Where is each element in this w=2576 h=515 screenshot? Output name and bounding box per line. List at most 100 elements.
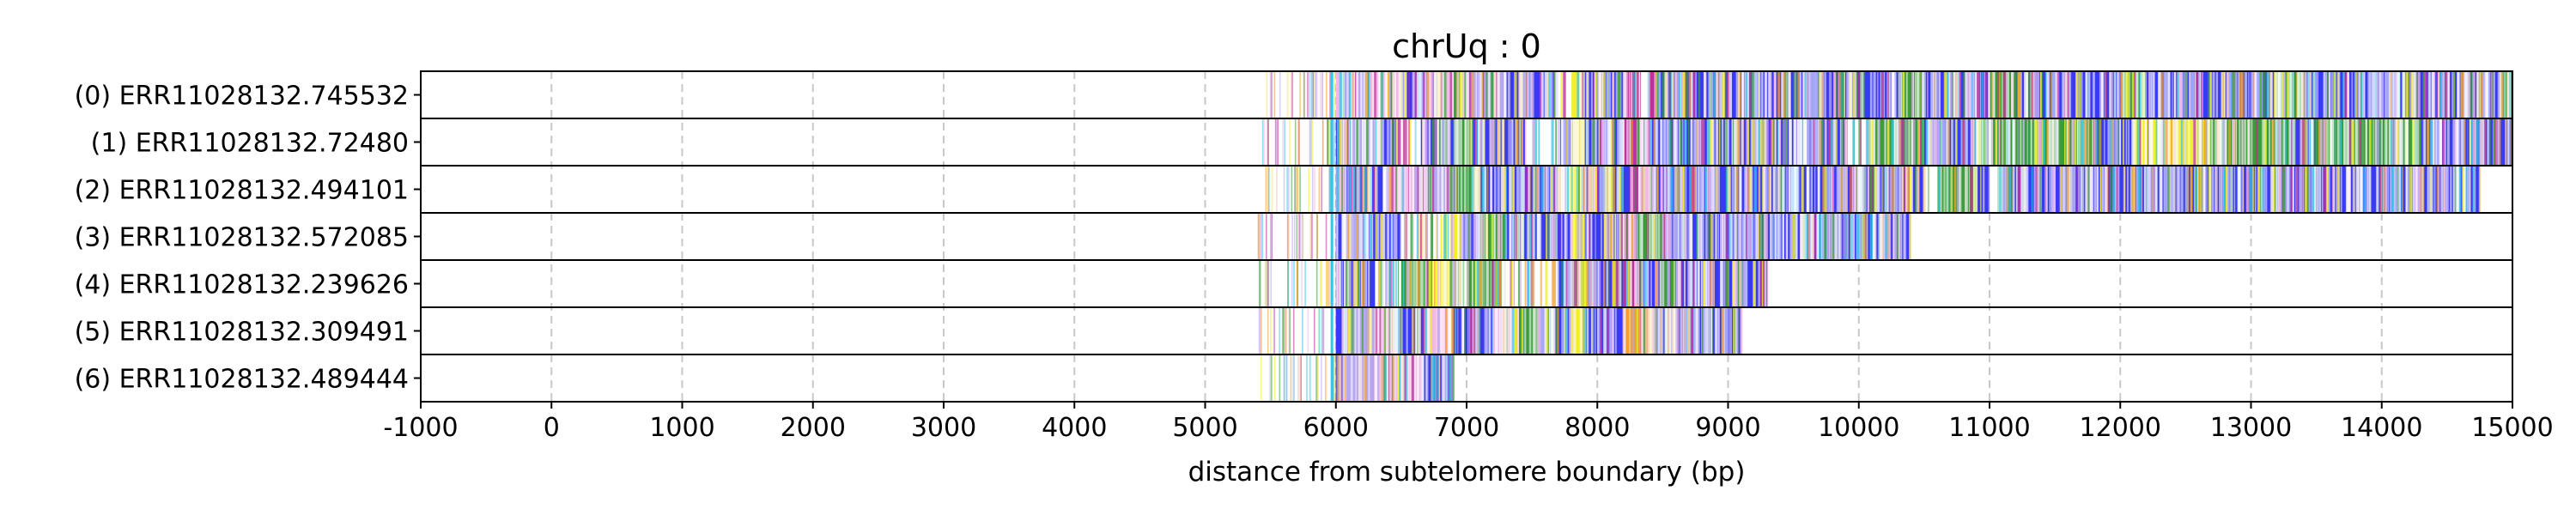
read-texture-stripe (2447, 72, 2451, 118)
read-texture-stripe (1801, 72, 1805, 118)
read-texture-stripe (2443, 167, 2445, 212)
read-texture-stripe (1346, 167, 1350, 212)
read-texture-stripe (2476, 72, 2479, 118)
read-texture-stripe (1601, 214, 1602, 259)
read-texture-stripe (2385, 167, 2387, 212)
read-texture-stripe (2440, 72, 2443, 118)
read-texture-stripe (1335, 261, 1339, 306)
read-texture-stripe (1376, 214, 1379, 259)
read-texture-stripe (2096, 167, 2099, 212)
read-texture-stripe (1437, 119, 1439, 165)
read-texture-stripe (1402, 119, 1405, 165)
read-texture-stripe (1868, 119, 1871, 165)
read-texture-stripe (1596, 308, 1599, 354)
read-texture-stripe (1551, 119, 1554, 165)
read-texture-stripe (1551, 261, 1553, 306)
read-texture-stripe (2361, 72, 2363, 118)
read-texture-stripe (1835, 119, 1838, 165)
read-texture-stripe (2041, 119, 2044, 165)
read-lead-stripe (1299, 72, 1301, 118)
read-texture-stripe (1455, 167, 1457, 212)
read-texture-stripe (1395, 261, 1397, 306)
read-texture-stripe (1377, 119, 1381, 165)
read-texture-stripe (1409, 355, 1412, 401)
read-texture-stripe (2251, 167, 2254, 212)
read-texture-stripe (1647, 308, 1650, 354)
read-texture-stripe (1492, 261, 1494, 306)
read-texture-stripe (1612, 261, 1616, 306)
read-texture-stripe (1767, 72, 1771, 118)
read-texture-stripe (1569, 261, 1572, 306)
read-lead-stripe (1265, 167, 1267, 212)
read-texture-stripe (1893, 119, 1896, 165)
read-texture-stripe (2020, 119, 2022, 165)
read-texture-stripe (1415, 72, 1418, 118)
read-boundary-marker (1330, 72, 1334, 118)
read-texture-stripe (2356, 119, 2359, 165)
read-texture-stripe (1631, 214, 1633, 259)
read-texture-stripe (1674, 72, 1676, 118)
read-lead-stripe (1329, 119, 1332, 165)
read-texture-stripe (1497, 214, 1500, 259)
read-texture-stripe (2081, 119, 2084, 165)
read-texture-stripe (1873, 119, 1875, 165)
read-texture-stripe (2002, 72, 2006, 118)
read-texture-stripe (2094, 167, 2097, 212)
read-texture-stripe (2089, 167, 2093, 212)
read-texture-stripe (2153, 72, 2155, 118)
read-lead-stripe (1315, 261, 1318, 306)
read-texture-stripe (2105, 167, 2107, 212)
read-texture-stripe (1681, 167, 1683, 212)
read-texture-stripe (1466, 214, 1468, 259)
read-lead-stripe (1329, 261, 1332, 306)
read-texture-stripe (1616, 167, 1619, 212)
read-texture-stripe (1984, 119, 1987, 165)
read-texture-stripe (2223, 167, 2226, 212)
read-lead-stripe (1334, 355, 1335, 401)
read-texture-stripe (1896, 214, 1899, 259)
read-texture-stripe (1491, 167, 1492, 212)
read-texture-stripe (1552, 214, 1555, 259)
read-texture-stripe (1659, 261, 1662, 306)
read-texture-stripe (2126, 72, 2129, 118)
read-texture-stripe (1782, 167, 1783, 212)
read-texture-stripe (2365, 119, 2367, 165)
read-texture-stripe (2180, 119, 2184, 165)
read-label: (1) ERR11028132.72480 (91, 129, 409, 159)
read-texture-stripe (1570, 167, 1572, 212)
read-texture-stripe (1400, 214, 1403, 259)
read-texture-stripe (1557, 119, 1559, 165)
read-texture-stripe (2163, 167, 2166, 212)
read-texture-stripe (1937, 72, 1941, 118)
read-texture-stripe (1685, 261, 1686, 306)
read-texture-stripe (1684, 261, 1686, 306)
read-texture-stripe (1597, 167, 1599, 212)
read-texture-stripe (1571, 261, 1574, 306)
read-texture-stripe (2117, 119, 2119, 165)
read-texture-stripe (1443, 119, 1447, 165)
read-texture-stripe (1436, 214, 1438, 259)
read-texture-stripe (1721, 261, 1724, 306)
read-texture-stripe (2308, 167, 2311, 212)
read-lead-stripe (1286, 72, 1289, 118)
read-texture-stripe (1946, 119, 1947, 165)
read-texture-stripe (1988, 167, 1990, 212)
read-texture-stripe (1592, 308, 1594, 354)
read-texture-stripe (1515, 261, 1518, 306)
read-texture-stripe (1728, 308, 1731, 354)
read-texture-stripe (1857, 167, 1861, 212)
read-texture-stripe (1820, 119, 1825, 165)
read-texture-stripe (1801, 214, 1805, 259)
read-texture-stripe (1934, 167, 1938, 212)
read-texture-stripe (1360, 72, 1362, 118)
read-texture-stripe (1344, 72, 1347, 118)
read-texture-stripe (1472, 308, 1474, 354)
read-texture-stripe (1710, 261, 1713, 306)
read-texture-stripe (2039, 72, 2042, 118)
read-texture-stripe (2184, 119, 2187, 165)
read-texture-stripe (1905, 72, 1908, 118)
read-lead-stripe (1327, 119, 1328, 165)
read-texture-stripe (1362, 261, 1365, 306)
read-texture-stripe (2037, 119, 2039, 165)
read-texture-stripe (1374, 355, 1377, 401)
